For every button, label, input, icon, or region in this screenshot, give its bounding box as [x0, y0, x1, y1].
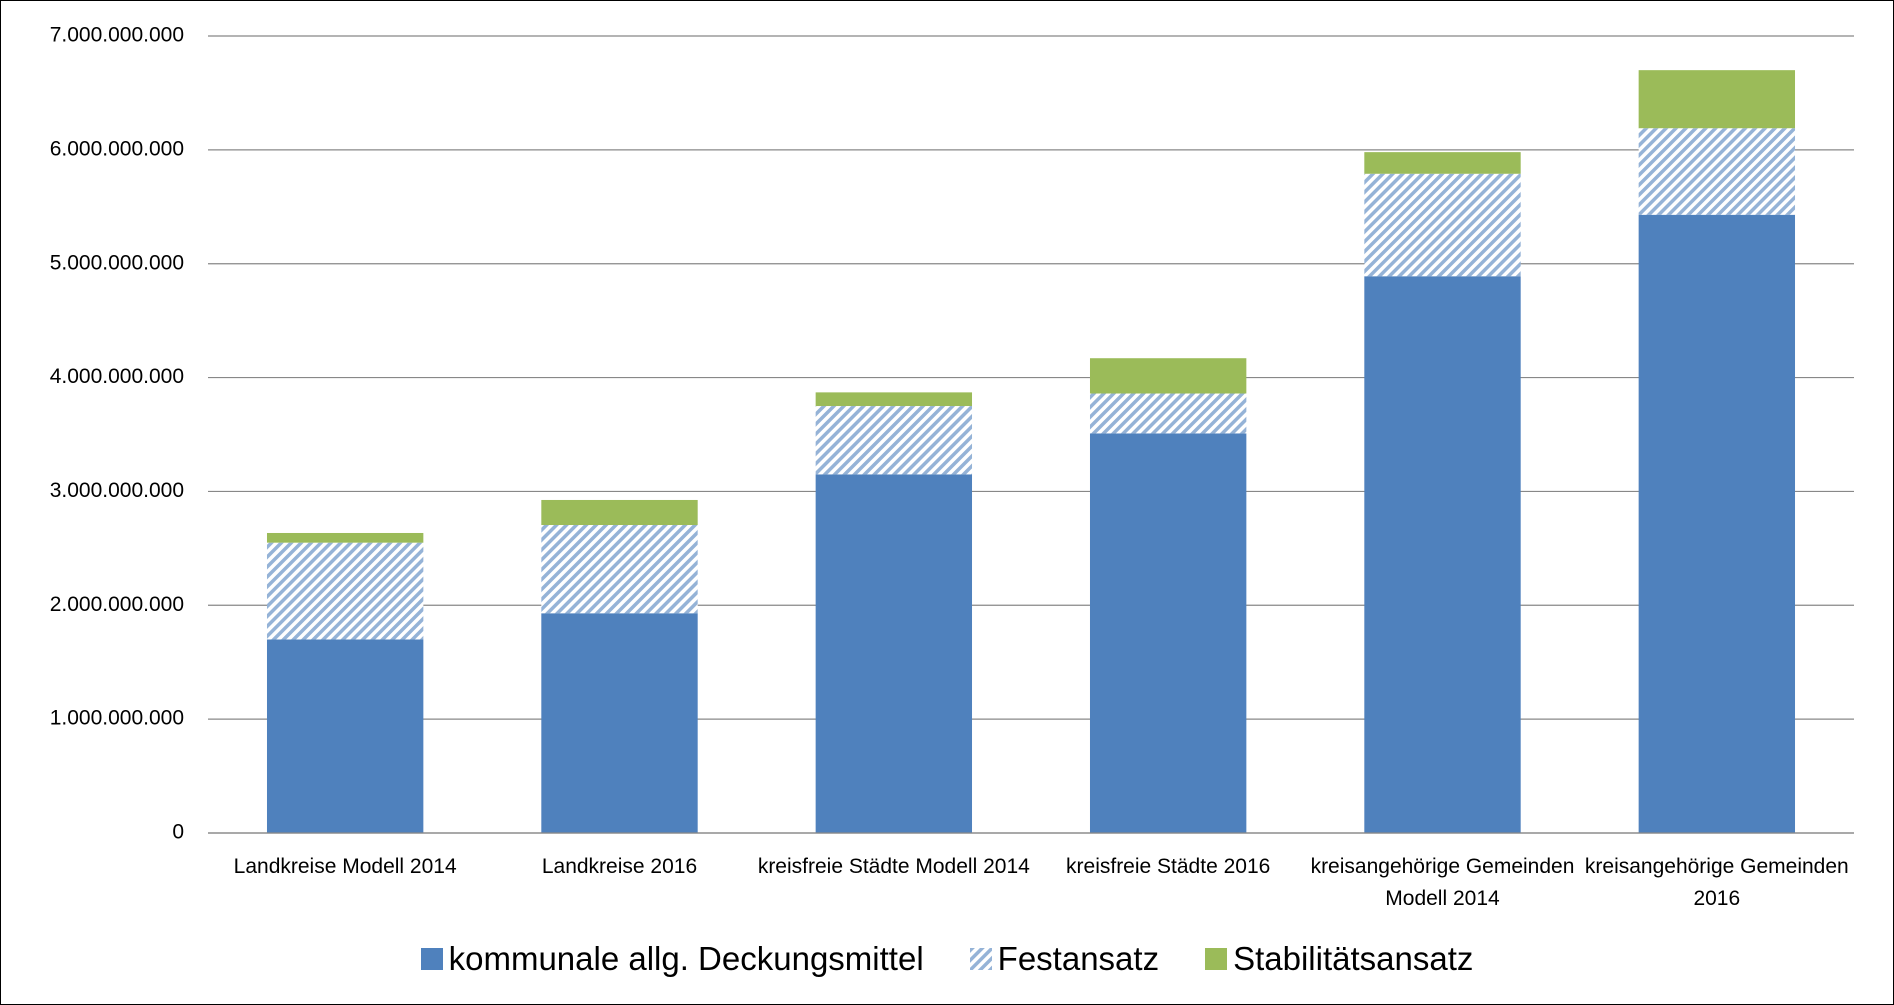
- bar-segment: [266, 532, 424, 543]
- legend-item: kommunale allg. Deckungsmittel: [420, 940, 924, 978]
- bar-segment: [1364, 152, 1521, 174]
- y-tick-label: 5.000.000.000: [50, 251, 184, 274]
- y-tick-label: 4.000.000.000: [50, 365, 184, 388]
- legend-item: Stabilitätsansatz: [1205, 940, 1473, 978]
- bar-segment: [266, 639, 424, 833]
- y-tick-label: 2.000.000.000: [50, 593, 184, 616]
- y-tick-label: 6.000.000.000: [50, 137, 184, 160]
- legend: kommunale allg. Deckungsmittel Festansatz…: [0, 940, 1894, 978]
- x-tick-label: kreisfreie Städte 2016: [1066, 855, 1271, 878]
- legend-swatch: [1205, 948, 1228, 970]
- legend-label: Stabilitätsansatz: [1233, 940, 1474, 977]
- x-tick-label: Landkreise 2016: [541, 855, 698, 878]
- x-tick-label: kreisangehörige Gemeinden Modell 2014: [1310, 855, 1575, 910]
- legend-swatch: [420, 948, 443, 970]
- bar-segment: [815, 474, 973, 833]
- bar-segment: [541, 613, 698, 833]
- bar-segment: [1089, 393, 1247, 434]
- x-tick-label: kreisangehörige Gemeinden 2016: [1584, 855, 1849, 910]
- y-tick-label: 3.000.000.000: [50, 479, 184, 502]
- y-tick-label: 1.000.000.000: [50, 707, 184, 730]
- bar-segment: [266, 542, 424, 640]
- legend-swatch-fill: [1205, 948, 1228, 970]
- legend-swatch: [969, 948, 992, 970]
- x-tick-label: Landkreise Modell 2014: [233, 855, 457, 878]
- legend-swatch-fill: [969, 948, 992, 970]
- legend-label: Festansatz: [997, 940, 1160, 977]
- bar-segment: [1638, 128, 1796, 215]
- bar-segment: [541, 525, 698, 614]
- bar-segment: [1089, 358, 1247, 394]
- bar-segment: [1364, 173, 1521, 277]
- bar-segment: [1638, 214, 1796, 833]
- y-tick-label: 0: [172, 821, 184, 844]
- x-tick-label: kreisfreie Städte Modell 2014: [757, 855, 1030, 878]
- legend-label: kommunale allg. Deckungsmittel: [448, 940, 924, 977]
- bar-segment: [541, 499, 698, 526]
- bar-segment: [815, 392, 973, 407]
- bar-segment: [1638, 70, 1796, 129]
- bar-segment: [815, 406, 973, 475]
- legend-swatch-fill: [420, 948, 443, 970]
- legend-item: Festansatz: [969, 940, 1160, 978]
- y-tick-label: 7.000.000.000: [50, 24, 184, 47]
- bar-segment: [1089, 433, 1247, 833]
- bar-segment: [1364, 276, 1521, 833]
